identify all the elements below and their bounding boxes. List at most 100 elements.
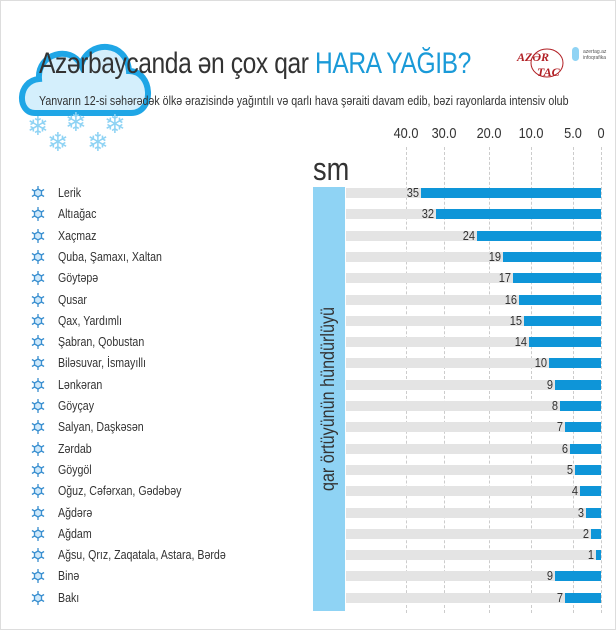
bar-track (346, 464, 601, 475)
bar (586, 507, 601, 518)
tick-label: 30.0 (431, 125, 457, 142)
data-label: 14 (514, 334, 527, 350)
snowflake-icon: ❄ (65, 107, 87, 137)
snowflake-icon (30, 249, 46, 270)
bar-track (346, 294, 601, 305)
bar-track (346, 251, 601, 262)
category-label: Qax, Yardımlı (58, 313, 122, 328)
data-label: 9 (546, 376, 553, 392)
bar-track (346, 422, 601, 433)
snowflake-icon (30, 419, 46, 440)
snowflake-icon (30, 441, 46, 462)
logo-subtext: azertag.az infoqrafika (583, 49, 607, 61)
snowflake-icon: ❄ (104, 109, 126, 139)
bar (555, 379, 601, 390)
bar (529, 337, 601, 348)
bar-row: Zərdab 6 (1, 439, 615, 462)
bar-row: Xaçmaz 24 (1, 226, 615, 249)
category-label: Şabran, Qobustan (58, 335, 145, 350)
bar-row: Ağdərə 3 (1, 503, 615, 526)
snowflake-icon (30, 292, 46, 313)
bar-track (346, 528, 601, 539)
bar-track (346, 315, 601, 326)
data-label: 3 (577, 504, 584, 520)
bar (421, 188, 601, 198)
bar-track (346, 273, 601, 284)
axis-band (313, 187, 345, 611)
snowflake-icon (30, 228, 46, 249)
category-label: Göygöl (58, 462, 92, 477)
data-label: 5 (566, 461, 573, 477)
bar-track (346, 401, 601, 411)
category-label: Altıağac (58, 207, 97, 222)
data-label: 35 (406, 185, 419, 200)
bar-track (346, 486, 601, 497)
unit-label: sm (313, 151, 350, 187)
bar (524, 315, 601, 326)
bar-row: Binə 9 (1, 566, 615, 587)
bar (513, 273, 601, 284)
bar-track (346, 230, 601, 241)
bar-row: Göytəpə 17 (1, 268, 615, 291)
bar-row: Oğuz, Cəfərxan, Gədəbəy 4 (1, 481, 615, 504)
tick-label: 10.0 (518, 125, 544, 142)
bar-row: Salyan, Daşkəsən 7 (1, 417, 615, 440)
gridline (601, 147, 602, 613)
bar (565, 592, 601, 603)
tick-label: 20.0 (476, 125, 502, 142)
category-label: Ağsu, Qrız, Zaqatala, Astara, Bərdə (58, 548, 226, 563)
snowflake-icon (30, 185, 46, 206)
snowflake-icon (30, 505, 46, 526)
bar (565, 422, 601, 433)
data-label: 8 (551, 398, 558, 413)
bar-track (346, 592, 601, 603)
snowflake-icon (30, 483, 46, 504)
snowflake-icon (30, 377, 46, 398)
title-highlight: HARA YAĞIB? (314, 47, 471, 80)
category-label: Ağdərə (58, 505, 93, 520)
data-label: 15 (509, 312, 522, 328)
snowflake-icon: ❄ (27, 111, 49, 141)
snowflake-icon (30, 590, 46, 611)
bar (555, 571, 601, 582)
category-label: Bakı (58, 590, 80, 605)
snowflake-icon: ❄ (47, 127, 69, 157)
bar (519, 294, 601, 305)
tick-label: 40.0 (393, 125, 419, 142)
bar-row: Şabran, Qobustan 14 (1, 332, 615, 355)
data-label: 7 (556, 419, 563, 435)
bar-row: Biləsuvar, İsmayıllı 10 (1, 353, 615, 374)
category-label: Oğuz, Cəfərxan, Gədəbəy (58, 484, 182, 499)
bar (436, 209, 601, 220)
bar-row: Lənkəran 9 (1, 375, 615, 398)
bar-track (346, 443, 601, 454)
bar-row: Quba, Şamaxı, Xaltan 19 (1, 247, 615, 270)
bar (596, 550, 601, 561)
bar (570, 443, 601, 454)
page-title: Azərbaycanda ən çox qar HARA YAĞIB? (39, 47, 471, 80)
category-label: Biləsuvar, İsmayıllı (58, 356, 146, 371)
data-label: 24 (462, 227, 475, 243)
bar (591, 528, 601, 539)
snowflake-icon (30, 270, 46, 291)
infographic-badge-icon (572, 47, 579, 61)
category-label: Xaçmaz (58, 228, 97, 243)
category-label: Göyçay (58, 399, 95, 413)
bar-track (346, 550, 601, 561)
snowflake-icon (30, 334, 46, 355)
bar-row: Göyçay 8 (1, 396, 615, 417)
data-label: 32 (421, 206, 434, 222)
tick-label: 5.0 (564, 125, 582, 142)
category-label: Binə (58, 569, 80, 584)
snowflake-icon (30, 313, 46, 334)
azertac-logo: AZƏR TAC (516, 48, 564, 79)
bar-row: Göygöl 5 (1, 460, 615, 481)
bar-row: Ağdam 2 (1, 524, 615, 547)
category-label: Lənkəran (58, 377, 103, 392)
category-label: Qusar (58, 292, 87, 307)
bar (580, 486, 601, 497)
data-label: 17 (498, 270, 511, 286)
snowflake-icon (30, 526, 46, 547)
data-label: 7 (556, 589, 563, 605)
data-label: 2 (582, 525, 589, 541)
